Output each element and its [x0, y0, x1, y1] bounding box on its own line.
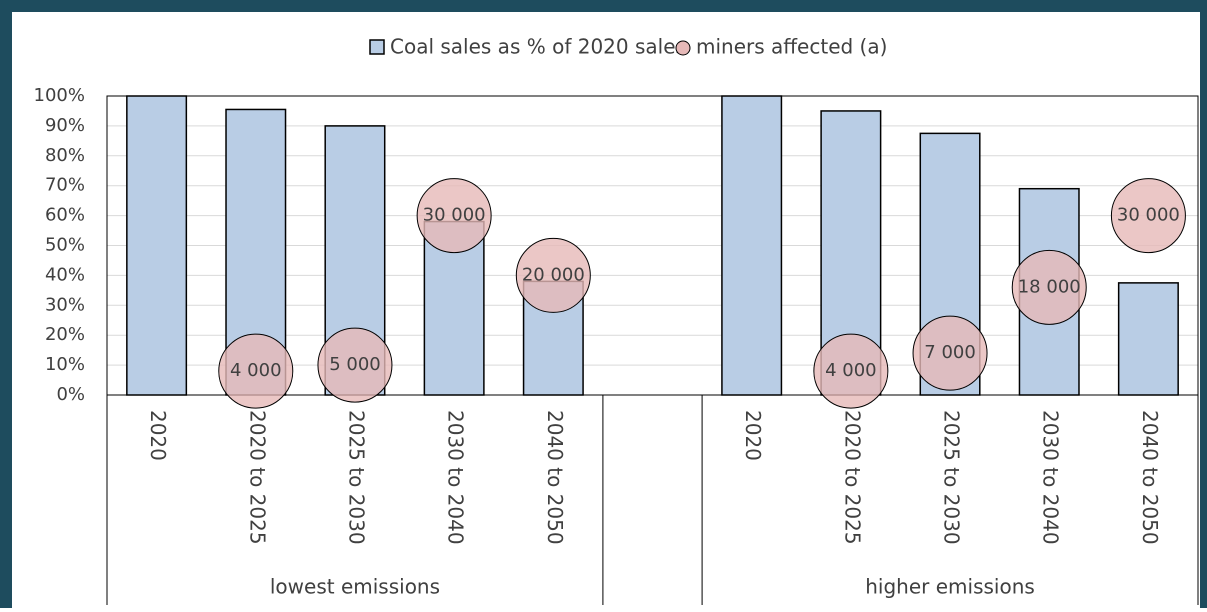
x-tick-label: 2030 to 2040	[1039, 410, 1063, 545]
x-tick-label: 2040 to 2050	[1138, 410, 1162, 545]
bubble	[912, 315, 988, 391]
bubble-label: 18 000	[1018, 276, 1081, 297]
bubble	[813, 333, 889, 409]
y-tick-label: 20%	[45, 324, 85, 345]
bubble	[1011, 249, 1087, 325]
plot-border	[106, 95, 1199, 396]
y-tick-label: 50%	[45, 235, 85, 256]
y-tick-label: 10%	[45, 354, 85, 375]
x-tick-label: 2020	[741, 410, 765, 461]
y-tick-label: 70%	[45, 175, 85, 196]
bubble-label: 4 000	[230, 360, 282, 381]
bubble-label: 7 000	[924, 342, 976, 363]
y-tick-label: 40%	[45, 264, 85, 285]
legend-label: miners affected (a)	[696, 35, 887, 59]
y-tick-label: 90%	[45, 115, 85, 136]
bubble-label: 30 000	[423, 205, 486, 226]
bubble-label: 20 000	[522, 264, 585, 285]
x-tick-label: 2025 to 2030	[344, 410, 368, 545]
bubble	[1110, 178, 1186, 254]
y-tick-label: 80%	[45, 145, 85, 166]
bubble	[515, 237, 591, 313]
x-tick-label: 2020	[146, 410, 170, 461]
y-tick-label: 100%	[34, 85, 85, 106]
bubble	[416, 178, 492, 254]
x-tick-label: 2020 to 2025	[840, 410, 864, 545]
bar	[721, 95, 783, 396]
x-tick-label: 2020 to 2025	[245, 410, 269, 545]
x-tick-label: 2040 to 2050	[543, 410, 567, 545]
bubble	[317, 327, 393, 403]
y-tick-label: 60%	[45, 205, 85, 226]
x-tick-label: 2030 to 2040	[444, 410, 468, 545]
bubble-label: 5 000	[329, 354, 381, 375]
legend-icon	[675, 40, 691, 56]
chart-area	[12, 12, 1200, 612]
legend-icon	[369, 39, 385, 55]
legend-label: Coal sales as % of 2020 sales	[390, 35, 686, 59]
bar	[1117, 282, 1179, 396]
y-tick-label: 0%	[56, 384, 85, 405]
bubble-label: 4 000	[825, 360, 877, 381]
bar	[126, 95, 188, 396]
group-label: higher emissions	[865, 575, 1035, 599]
x-tick-label: 2025 to 2030	[940, 410, 964, 545]
bubble	[218, 333, 294, 409]
y-tick-label: 30%	[45, 294, 85, 315]
bubble-label: 30 000	[1117, 205, 1180, 226]
group-label: lowest emissions	[270, 575, 440, 599]
